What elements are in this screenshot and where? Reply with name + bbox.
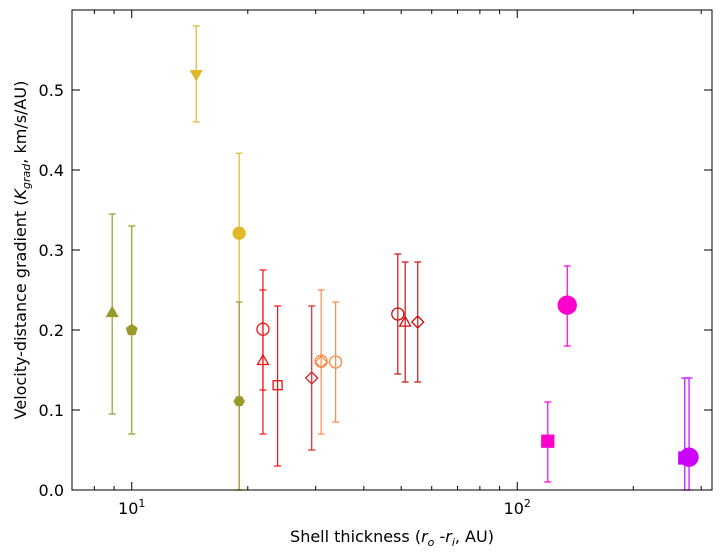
data-point bbox=[272, 305, 283, 467]
marker-diamond bbox=[314, 355, 329, 369]
x-tick-label: 101 bbox=[118, 497, 145, 518]
data-point bbox=[189, 25, 203, 123]
y-tick-label: 0.4 bbox=[39, 161, 64, 180]
marker-diamond bbox=[304, 371, 319, 385]
plot-area bbox=[105, 25, 699, 491]
data-point bbox=[557, 265, 577, 347]
y-axis-label: Velocity-distance gradient (Kgrad, km/s/… bbox=[11, 81, 33, 420]
y-tick-label: 0.0 bbox=[39, 481, 64, 500]
marker-circle bbox=[328, 355, 343, 369]
data-point bbox=[304, 305, 319, 451]
marker-circle bbox=[391, 307, 405, 321]
axes: 0.0 0.1 0.2 0.3 0.4 0.5 101 102 bbox=[39, 9, 713, 518]
marker-triangle-down bbox=[189, 70, 203, 82]
data-point bbox=[541, 401, 555, 483]
x-axis-label: Shell thickness (ro -ri, AU) bbox=[290, 527, 494, 549]
marker-hexagon bbox=[233, 396, 245, 407]
marker-pentagon bbox=[125, 323, 138, 336]
y-tick-label: 0.3 bbox=[39, 241, 64, 260]
marker-triangle-up bbox=[398, 315, 412, 327]
data-point bbox=[314, 289, 329, 435]
marker-triangle-up bbox=[105, 305, 119, 318]
marker-diamond bbox=[410, 315, 425, 329]
marker-circle-large bbox=[557, 295, 577, 315]
marker-square bbox=[541, 434, 555, 448]
marker-circle-large bbox=[679, 447, 699, 467]
data-point bbox=[410, 261, 425, 383]
data-point bbox=[314, 354, 328, 368]
data-point bbox=[125, 225, 138, 435]
data-point bbox=[105, 213, 119, 415]
y-tick-label: 0.2 bbox=[39, 321, 64, 340]
marker-circle bbox=[256, 322, 270, 336]
y-tick-label: 0.1 bbox=[39, 401, 64, 420]
marker-circle bbox=[314, 354, 328, 368]
data-point bbox=[256, 269, 270, 391]
y-tick-label: 0.5 bbox=[39, 81, 64, 100]
data-point bbox=[679, 377, 699, 491]
data-point bbox=[328, 301, 343, 423]
marker-circle bbox=[232, 226, 246, 240]
x-tick-label: 102 bbox=[504, 497, 531, 518]
marker-square bbox=[272, 380, 283, 391]
data-point bbox=[391, 253, 405, 375]
data-point bbox=[398, 261, 412, 383]
